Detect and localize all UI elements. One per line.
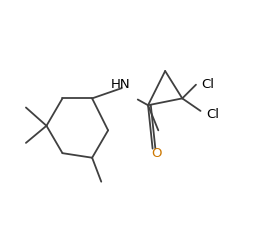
Text: Cl: Cl (201, 78, 214, 91)
Text: O: O (150, 147, 161, 160)
Text: Cl: Cl (205, 108, 218, 121)
Text: HN: HN (110, 78, 130, 91)
